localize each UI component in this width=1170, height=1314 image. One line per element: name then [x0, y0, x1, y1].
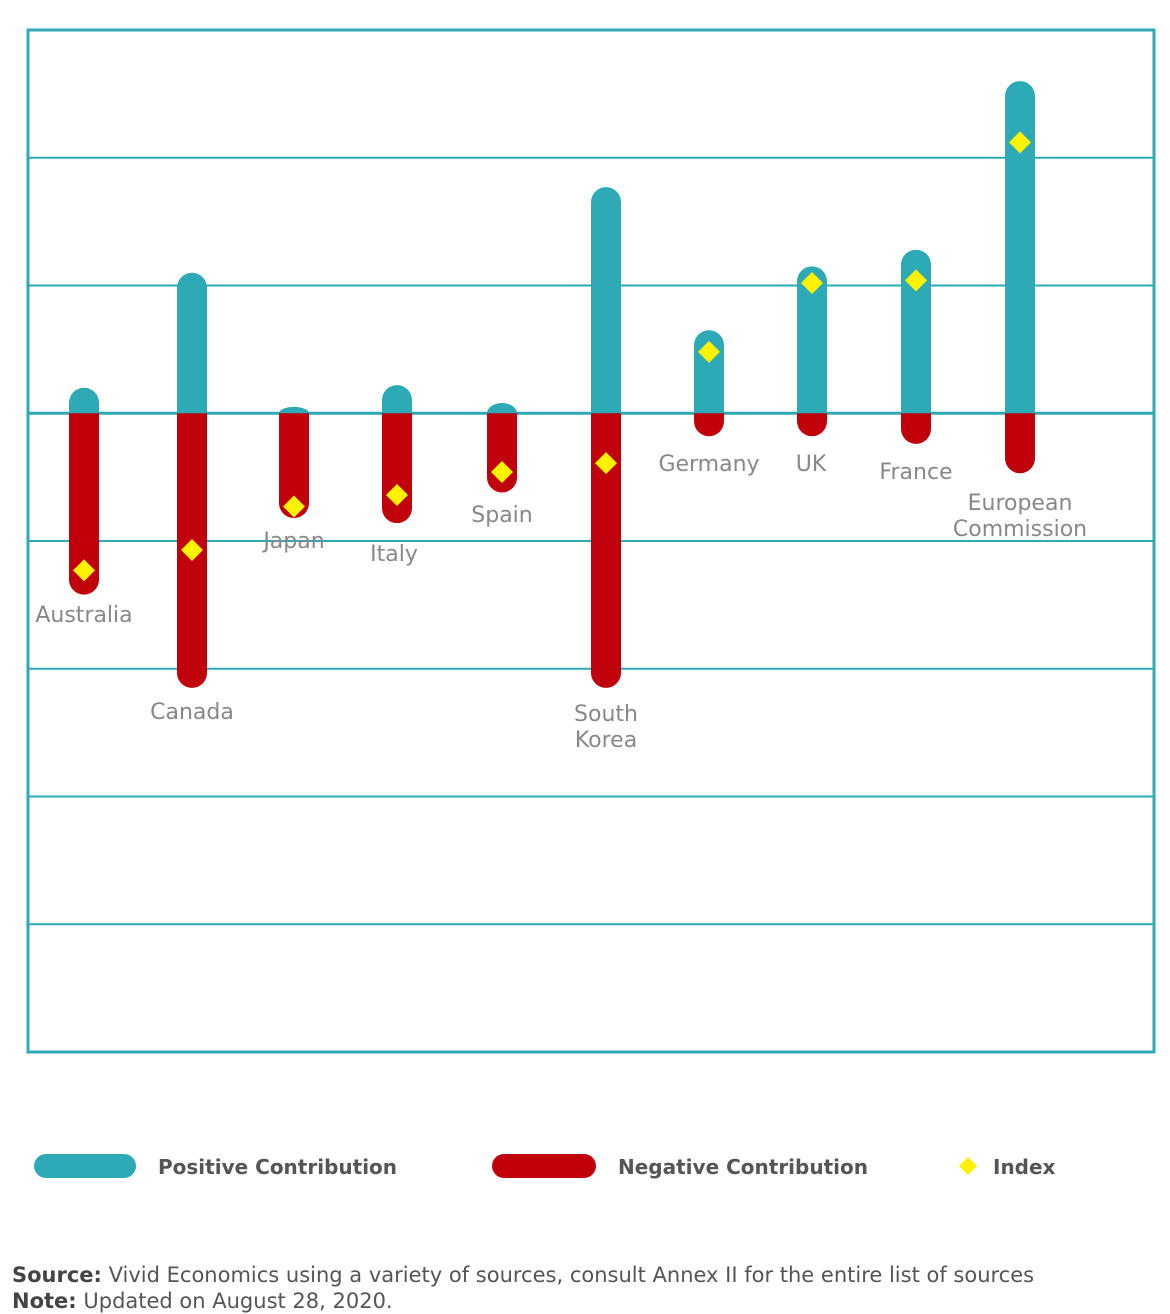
negative-bar-france — [901, 413, 931, 444]
negative-bar-south-korea — [591, 413, 621, 688]
index-marker-france — [905, 269, 927, 292]
category-label-canada: Canada — [150, 700, 234, 725]
legend-index-label: Index — [993, 1155, 1056, 1179]
legend-index-marker — [959, 1157, 977, 1175]
index-marker-spain — [491, 461, 513, 484]
index-marker-japan — [283, 495, 305, 518]
positive-bar-france — [901, 249, 931, 414]
positive-bar-spain — [487, 403, 517, 414]
category-label-australia: Australia — [35, 603, 132, 628]
legend-negative-label: Negative Contribution — [618, 1155, 868, 1179]
legend-positive-label: Positive Contribution — [158, 1155, 397, 1179]
positive-bar-italy — [382, 385, 412, 414]
negative-bar-japan — [279, 413, 309, 519]
category-label-japan: Japan — [261, 529, 324, 554]
country-labels: Australia Canada Japan Italy Spain South Korea… — [35, 452, 1087, 753]
positive-bar-european-commission — [1005, 81, 1035, 414]
category-label-france: France — [879, 460, 952, 485]
negative-bar-european-commission — [1005, 413, 1035, 474]
negative-bar-uk — [797, 413, 827, 437]
negative-bar-italy — [382, 413, 412, 524]
index-markers — [73, 131, 1031, 582]
index-marker-canada — [181, 538, 203, 561]
positive-bar-australia — [69, 387, 99, 414]
plot-frame — [26, 28, 1156, 1054]
source-label: Source: — [12, 1263, 102, 1287]
index-marker-uk — [801, 271, 823, 294]
negative-bar-germany — [694, 413, 724, 437]
positive-bar-uk — [797, 266, 827, 414]
category-label-germany: Germany — [658, 452, 759, 477]
category-label-european-commission: European Commission — [953, 491, 1087, 542]
category-label-spain: Spain — [471, 503, 532, 528]
note-line: Note: Updated on August 28, 2020. — [12, 1288, 1034, 1314]
index-marker-south-korea — [595, 452, 617, 475]
category-label-south-korea: South Korea — [574, 702, 638, 753]
footer: Source: Vivid Economics using a variety … — [12, 1262, 1034, 1314]
category-label-italy: Italy — [370, 542, 418, 567]
positive-bar-canada — [177, 272, 207, 414]
note-label: Note: — [12, 1289, 77, 1313]
index-marker-european-commission — [1009, 131, 1031, 154]
bars — [69, 81, 1035, 688]
positive-bar-japan — [279, 406, 309, 414]
legend: Positive Contribution Negative Contribut… — [34, 1154, 1056, 1179]
note-text: Updated on August 28, 2020. — [76, 1289, 393, 1313]
index-marker-italy — [386, 484, 408, 507]
category-label-uk: UK — [796, 452, 827, 477]
positive-bar-south-korea — [591, 187, 621, 414]
negative-bar-australia — [69, 413, 99, 595]
index-marker-australia — [73, 559, 95, 582]
source-text: Vivid Economics using a variety of sourc… — [101, 1263, 1035, 1287]
source-line: Source: Vivid Economics using a variety … — [12, 1262, 1034, 1288]
index-marker-germany — [698, 340, 720, 363]
